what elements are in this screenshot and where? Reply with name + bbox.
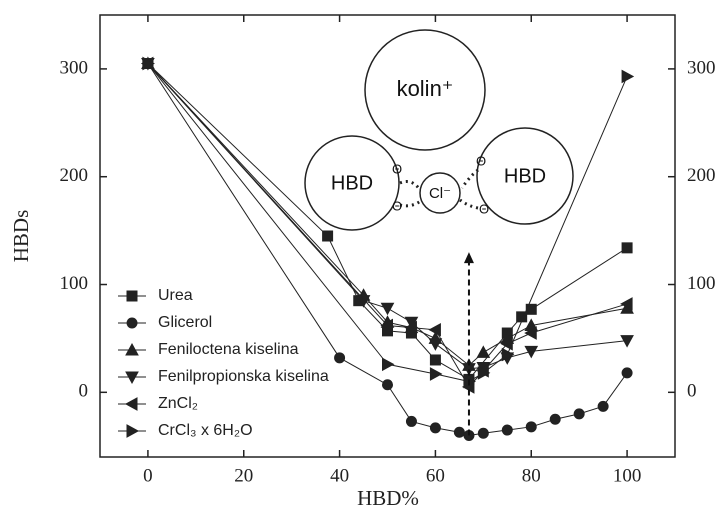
marker [501,347,515,362]
x-tick-label: 40 [330,465,349,486]
marker [404,320,417,335]
legend-label: ZnCl₂ [158,395,198,412]
marker [142,56,155,71]
x-tick-label: 60 [426,465,445,486]
marker [524,326,537,340]
marker [356,295,371,308]
x-axis-label: HBD% [357,486,419,510]
marker [405,415,417,427]
marker [549,413,561,425]
y-tick-label: 100 [60,273,89,294]
marker [429,354,441,366]
bond [399,198,423,208]
inset-label: kolin⁺ [397,76,454,101]
marker [453,426,465,438]
marker [621,69,635,84]
marker [126,317,138,329]
marker [125,371,139,385]
marker [322,230,334,242]
marker [573,408,585,420]
marker [429,367,443,381]
legend-label: CrCl₃ x 6H₂O [158,422,253,439]
y-tick-label: 200 [60,165,89,186]
anion-circle [419,172,461,214]
bond [459,198,479,210]
charge-label: Θ [392,198,402,213]
charge-label: Θ [392,161,402,176]
marker [525,303,537,315]
x-tick-label: 80 [522,465,541,486]
y-axis-label: HBDs [9,210,33,263]
hbd-circle [304,135,400,231]
y-tick-label: 300 [60,57,89,78]
cation-circle [364,29,486,151]
x-tick-label: 20 [234,465,253,486]
plot-frame [99,14,676,458]
inset-diagram [304,29,574,231]
marker [126,290,138,302]
series-line [147,63,628,367]
marker [620,297,633,311]
marker [429,422,441,434]
legend-label: Feniloctena kiselina [158,341,299,358]
marker [477,366,491,380]
charge-label: Θ [476,153,486,168]
marker [334,352,346,364]
marker [380,318,393,333]
x-tick-label: 100 [613,465,642,486]
bond [399,180,422,191]
marker [126,424,140,438]
inset-label: HBD [331,172,373,194]
y-tick-label: 0 [79,381,89,402]
inset-label: HBD [504,165,546,187]
marker [620,335,634,348]
y2-tick-label: 300 [687,57,716,78]
y2-tick-label: 0 [687,381,697,402]
marker [525,421,537,433]
marker [476,345,491,358]
marker [125,342,139,356]
marker [597,400,609,412]
legend-label: Fenilpropionska kiselina [158,368,329,385]
arrow-head [463,252,474,264]
y2-tick-label: 200 [687,165,716,186]
charge-label: Θ [479,201,489,216]
marker [380,302,395,316]
x-tick-label: 0 [143,465,153,486]
y2-tick-label: 100 [687,273,716,294]
bond [460,168,479,189]
legend-label: Urea [158,287,193,304]
marker [621,242,633,254]
marker [477,427,489,439]
hbd-circle [476,127,574,225]
marker [501,424,513,436]
marker [428,338,443,351]
marker [124,397,138,411]
marker [382,357,395,372]
marker [382,379,393,391]
marker [524,345,539,359]
inset-label: Cl⁻ [429,185,451,202]
legend-label: Glicerol [158,314,212,331]
marker [621,367,633,379]
series-line [147,63,628,370]
marker [428,322,441,337]
